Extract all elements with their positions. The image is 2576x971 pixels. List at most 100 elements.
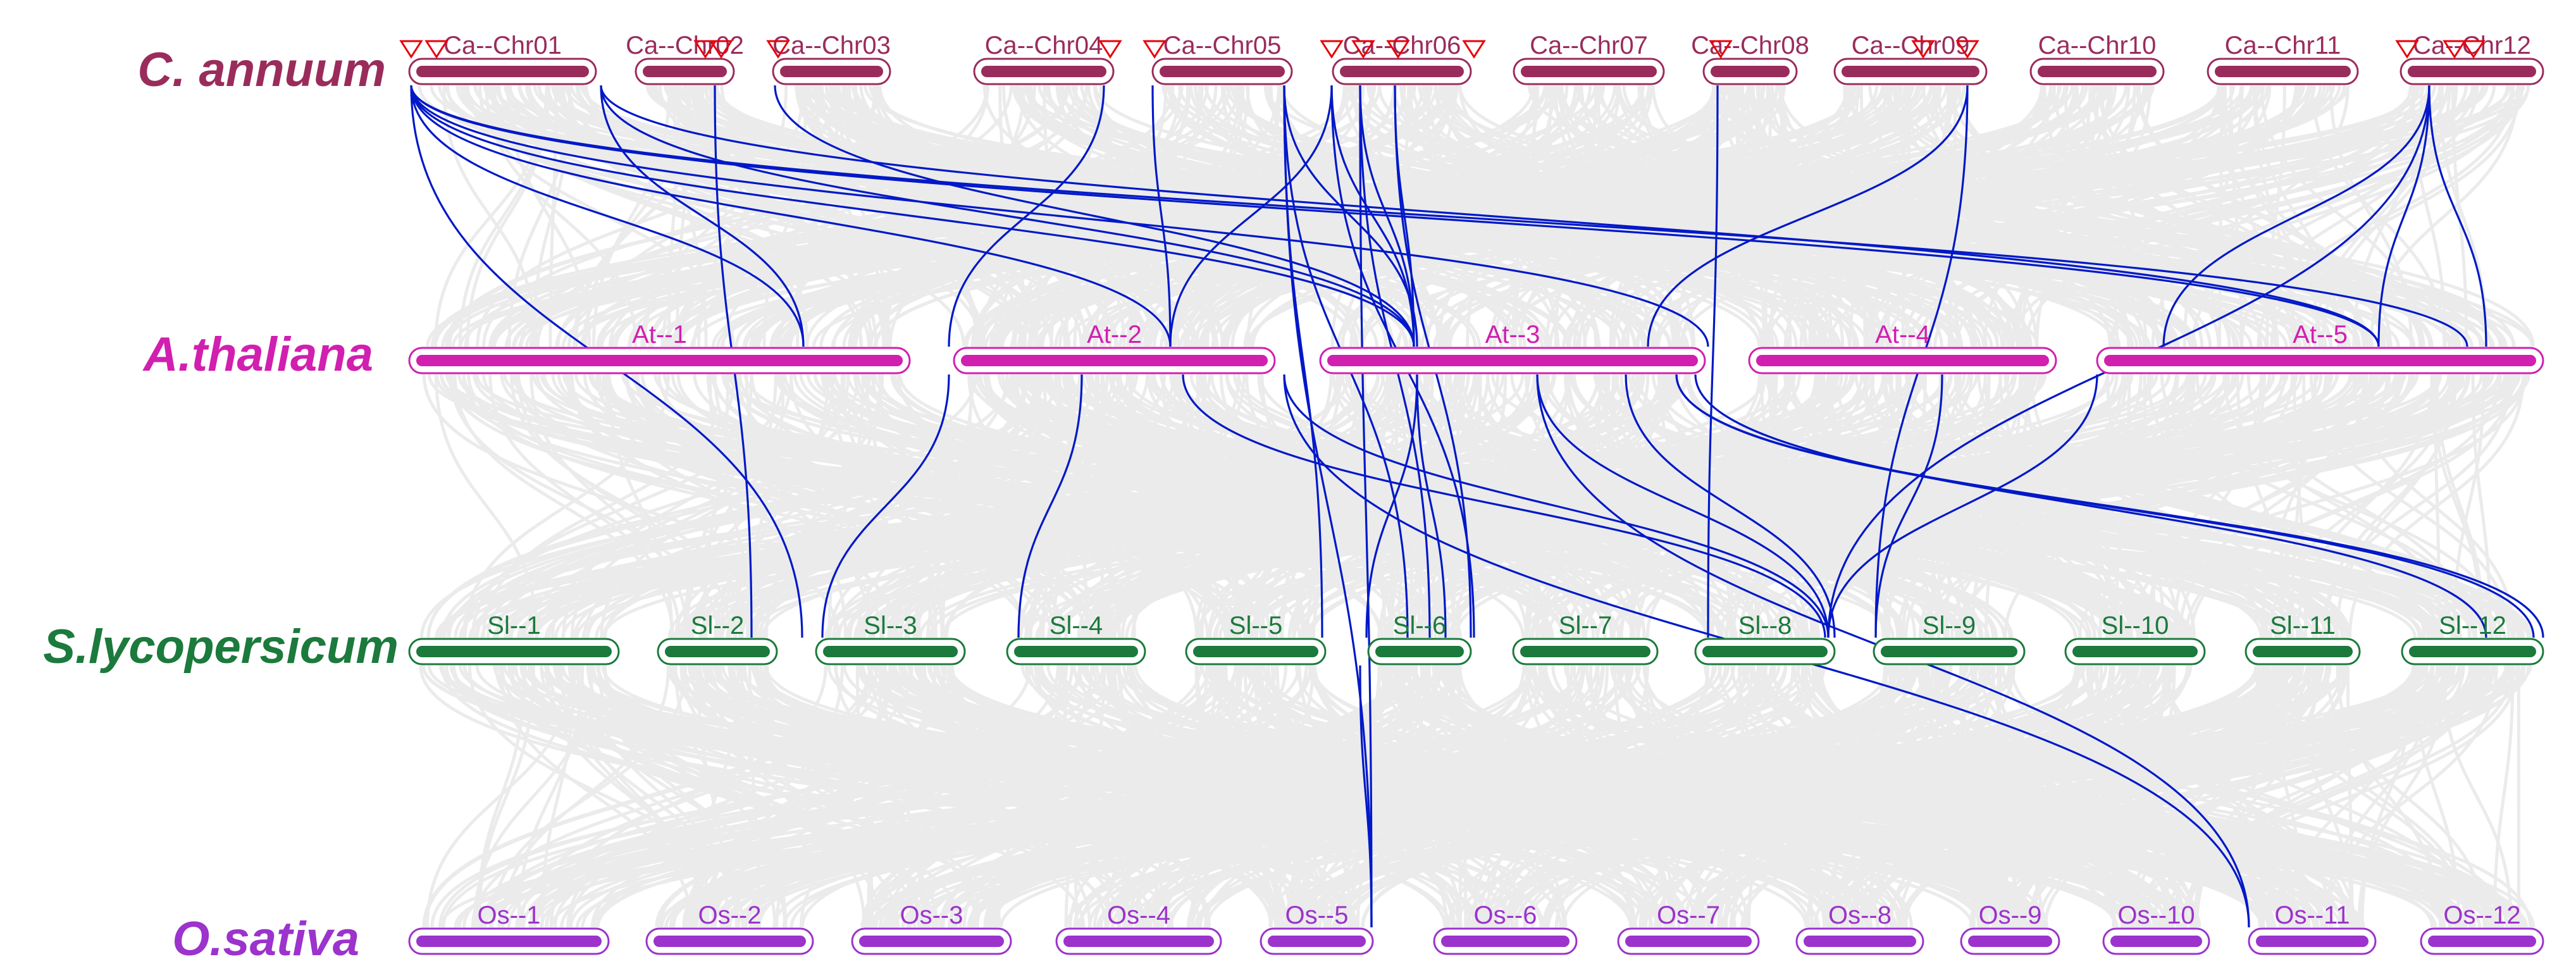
highlight-link-4 bbox=[410, 85, 1709, 347]
chromosome-bar bbox=[2253, 646, 2353, 657]
chromosome-sl-4: Sl--4 bbox=[1006, 612, 1146, 665]
highlight-link-37 bbox=[1365, 374, 1418, 638]
chromosome-label: Os--9 bbox=[1979, 901, 2042, 929]
chromosome-bar bbox=[1711, 66, 1790, 77]
chromosome-label: At--1 bbox=[632, 321, 687, 349]
chromosome-label: Ca--Chr07 bbox=[1530, 32, 1648, 59]
chromosome-bar bbox=[1193, 646, 1318, 657]
chromosome-label: Sl--10 bbox=[2102, 612, 2169, 640]
chromosome-ca-chr06: Ca--Chr06 bbox=[1332, 32, 1472, 85]
chromosome-bar bbox=[1881, 646, 2017, 657]
highlight-link-10 bbox=[774, 85, 1415, 347]
chromosome-bar bbox=[416, 355, 903, 366]
highlight-link-1 bbox=[410, 85, 805, 347]
chromosome-bar bbox=[1340, 66, 1464, 77]
chromosome-bar bbox=[1520, 646, 1650, 657]
highlight-link-11 bbox=[948, 85, 1105, 347]
chromosome-sl-12: Sl--12 bbox=[2401, 612, 2544, 665]
gene-marker-triangle-icon bbox=[1142, 40, 1167, 59]
highlight-link-36 bbox=[1416, 374, 1447, 638]
chromosome-bar bbox=[416, 66, 589, 77]
chromosome-bar bbox=[1756, 355, 2049, 366]
chromosome-bar bbox=[1702, 646, 1828, 657]
gene-marker-triangle-icon bbox=[1098, 40, 1122, 59]
gene-marker-triangle-icon bbox=[2395, 40, 2419, 59]
chromosome-label: Ca--Chr09 bbox=[1852, 32, 1970, 59]
highlight-link-12 bbox=[1151, 85, 1172, 347]
chromosome-label: Sl--6 bbox=[1393, 612, 1446, 640]
chromosome-os-7: Os--7 bbox=[1617, 901, 1760, 955]
chromosome-os-6: Os--6 bbox=[1433, 901, 1578, 955]
highlight-link-41 bbox=[1694, 374, 2487, 638]
chromosome-bar bbox=[859, 936, 1004, 947]
chromosome-label: Os--4 bbox=[1107, 901, 1170, 929]
chromosome-bar bbox=[2408, 66, 2536, 77]
chromosome-sl-6: Sl--6 bbox=[1367, 612, 1472, 665]
background-link-band-2 bbox=[420, 374, 2534, 638]
chromosome-bar bbox=[2428, 936, 2536, 947]
highlight-link-43 bbox=[1283, 374, 1830, 638]
gene-marker-triangle-icon bbox=[1462, 40, 1486, 59]
chromosome-label: Sl--5 bbox=[1229, 612, 1282, 640]
highlight-link-45 bbox=[1874, 374, 1943, 638]
gene-marker-triangle-icon bbox=[2443, 40, 2467, 59]
chromosome-label: Sl--12 bbox=[2439, 612, 2506, 640]
chromosome-label: Sl--2 bbox=[691, 612, 744, 640]
highlight-link-7 bbox=[600, 85, 805, 347]
highlight-link-33 bbox=[1359, 85, 1373, 928]
chromosome-bar bbox=[1327, 355, 1698, 366]
species-label-a-thaliana: A.thaliana bbox=[142, 328, 373, 381]
chromosome-bar bbox=[2256, 936, 2369, 947]
chromosome-label: Os--2 bbox=[698, 901, 762, 929]
gene-marker-triangle-icon bbox=[399, 40, 423, 59]
chromosome-label: Os--8 bbox=[1828, 901, 1892, 929]
chromosome-os-3: Os--3 bbox=[851, 901, 1012, 955]
highlight-link-42 bbox=[1182, 374, 1826, 638]
chromosome-bar bbox=[665, 646, 770, 657]
highlight-link-49 bbox=[1359, 665, 1373, 928]
gene-marker-triangle-icon bbox=[1709, 40, 1733, 59]
chromosome-ca-chr12: Ca--Chr12 bbox=[2400, 32, 2544, 85]
chromosome-label: Os--12 bbox=[2443, 901, 2520, 929]
chromosome-label: At--2 bbox=[1087, 321, 1142, 349]
chromosome-label: Sl--3 bbox=[864, 612, 917, 640]
chromosome-bar bbox=[1063, 936, 1214, 947]
chromosome-os-11: Os--11 bbox=[2248, 901, 2377, 955]
highlight-link-44 bbox=[1827, 374, 2098, 638]
chromosome-bar bbox=[780, 66, 883, 77]
chromosome-bar bbox=[961, 355, 1268, 366]
chromosome-layer: Ca--Chr01 Ca--Chr02 Ca--Chr03 Ca--Chr04 Ca--… bbox=[408, 32, 2544, 955]
species-label-layer: C. annuum A.thaliana S.lycopersicum O.sa… bbox=[43, 43, 399, 966]
chromosome-os-10: Os--10 bbox=[2102, 901, 2210, 955]
chromosome-bar bbox=[416, 936, 602, 947]
gene-marker-triangle-icon bbox=[2461, 40, 2486, 59]
chromosome-ca-chr10: Ca--Chr10 bbox=[2029, 32, 2165, 85]
chromosome-bar bbox=[1521, 66, 1657, 77]
chromosome-label: Os--6 bbox=[1474, 901, 1537, 929]
chromosome-bar bbox=[653, 936, 806, 947]
chromosome-label: Os--1 bbox=[478, 901, 541, 929]
chromosome-os-9: Os--9 bbox=[1960, 901, 2060, 955]
highlight-link-8 bbox=[600, 85, 1415, 347]
chromosome-sl-11: Sl--11 bbox=[2245, 612, 2361, 665]
chromosome-ca-chr07: Ca--Chr07 bbox=[1513, 32, 1665, 85]
background-synteny-links bbox=[418, 85, 2535, 928]
chromosome-label: Os--7 bbox=[1657, 901, 1720, 929]
chromosome-label: At--3 bbox=[1485, 321, 1540, 349]
chromosome-label: Ca--Chr05 bbox=[1163, 32, 1282, 59]
species-label-s-lycopersicum: S.lycopersicum bbox=[43, 620, 399, 674]
chromosome-os-4: Os--4 bbox=[1055, 901, 1222, 955]
highlight-link-6 bbox=[410, 85, 2468, 347]
highlight-link-20 bbox=[2428, 85, 2487, 347]
highlight-link-18 bbox=[2162, 85, 2430, 347]
chromosome-bar bbox=[2038, 66, 2157, 77]
chromosome-bar bbox=[2215, 66, 2351, 77]
chromosome-sl-3: Sl--3 bbox=[815, 612, 966, 665]
chromosome-bar bbox=[981, 66, 1106, 77]
highlight-link-19 bbox=[2377, 85, 2430, 347]
chromosome-bar bbox=[1160, 66, 1285, 77]
chromosome-os-12: Os--12 bbox=[2420, 901, 2544, 955]
species-label-c-annuum: C. annuum bbox=[137, 43, 386, 97]
chromosome-bar bbox=[2104, 355, 2536, 366]
gene-marker-triangle-icon bbox=[1911, 40, 1935, 59]
